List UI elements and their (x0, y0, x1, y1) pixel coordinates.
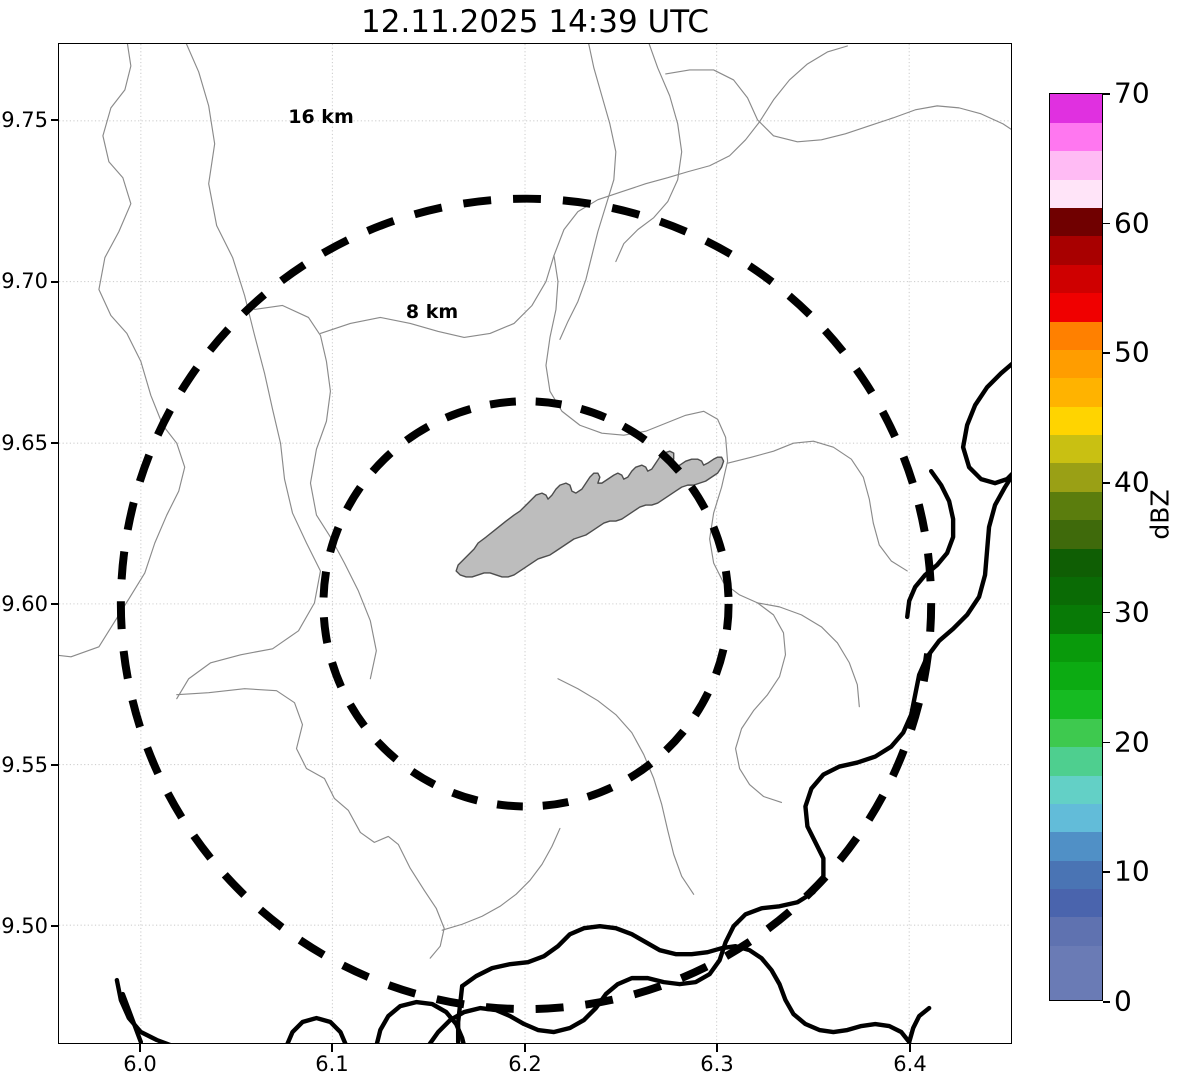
colorbar-band (1050, 434, 1102, 464)
colorbar-tick-mark (1103, 222, 1110, 225)
colorbar-band (1050, 746, 1102, 776)
range-ring-label-16km: 16 km (288, 106, 354, 128)
city-polygon (455, 450, 725, 578)
colorbar-band (1050, 179, 1102, 209)
colorbar-tick-mark (1103, 1001, 1110, 1003)
xtick-6-4: 6.4 (893, 1052, 927, 1076)
colorbar-tick-label: 70 (1114, 76, 1150, 110)
colorbar-tick-label: 10 (1114, 854, 1150, 888)
colorbar-tick-label: 0 (1114, 984, 1132, 1018)
range-ring-16km (116, 194, 936, 1014)
colorbar-band (1050, 718, 1102, 748)
colorbar-band (1050, 916, 1102, 946)
colorbar[interactable] (1049, 93, 1103, 1001)
xtick-6-1: 6.1 (315, 1052, 349, 1076)
ytick-49-50: 49.50 (0, 914, 48, 938)
xtick-6-2: 6.2 (508, 1052, 542, 1076)
colorbar-band (1050, 462, 1102, 492)
ytick-49-65: 49.65 (0, 431, 48, 455)
colorbar-band (1050, 377, 1102, 407)
ytick-49-55: 49.55 (0, 753, 48, 777)
colorbar-band (1050, 576, 1102, 606)
colorbar-band (1050, 406, 1102, 436)
page-title: 12.11.2025 14:39 UTC (361, 4, 709, 40)
colorbar-band (1050, 633, 1102, 663)
colorbar-band (1050, 122, 1102, 152)
range-ring-label-8km: 8 km (405, 301, 459, 323)
colorbar-band (1050, 292, 1102, 322)
xtick-6-3: 6.3 (700, 1052, 734, 1076)
colorbar-band (1050, 888, 1102, 918)
colorbar-axis-label: dBZ (1145, 489, 1175, 540)
colorbar-ticks: 0 10 20 30 40 50 60 70 (1103, 77, 1188, 1018)
colorbar-tick-label: 60 (1114, 206, 1150, 240)
colorbar-band (1050, 860, 1102, 890)
y-axis-tick-labels: 49.50 49.55 49.60 49.65 49.70 49.75 (0, 43, 48, 1044)
map-canvas (59, 44, 1011, 1043)
colorbar-band (1050, 321, 1102, 350)
colorbar-tick-label: 50 (1114, 335, 1150, 369)
colorbar-band (1050, 945, 1102, 975)
colorbar-band (1050, 349, 1102, 379)
ytick-49-60: 49.60 (0, 592, 48, 616)
colorbar-tick-mark (1103, 93, 1110, 95)
colorbar-band (1050, 491, 1102, 521)
colorbar-band (1050, 604, 1102, 634)
national-border (114, 361, 1011, 1043)
colorbar-tick-mark (1103, 352, 1110, 355)
colorbar-tick-mark (1103, 871, 1110, 873)
colorbar-band (1050, 264, 1102, 294)
colorbar-band (1050, 775, 1102, 804)
colorbar-band (1050, 661, 1102, 691)
range-ring-8km (319, 397, 733, 811)
colorbar-band (1050, 689, 1102, 719)
ytick-49-70: 49.70 (0, 269, 48, 293)
admin-boundaries (59, 44, 1011, 959)
colorbar-tick-label: 20 (1114, 725, 1150, 759)
colorbar-tick-label: 40 (1114, 465, 1150, 499)
colorbar-band (1050, 831, 1102, 861)
colorbar-band (1050, 94, 1102, 123)
colorbar-band (1050, 235, 1102, 265)
colorbar-band (1050, 803, 1102, 833)
colorbar-band (1050, 548, 1102, 577)
colorbar-band (1050, 207, 1102, 237)
colorbar-tick-mark (1103, 741, 1110, 744)
colorbar-tick-mark (1103, 611, 1110, 614)
colorbar-band (1050, 973, 1102, 1000)
colorbar-band (1050, 150, 1102, 180)
ytick-49-75: 49.75 (0, 108, 48, 132)
x-axis-tick-labels: 6.0 6.1 6.2 6.3 6.4 (58, 1052, 1012, 1082)
map-plot-area[interactable]: 16 km 8 km (58, 43, 1012, 1044)
colorbar-band (1050, 519, 1102, 549)
xtick-6-0: 6.0 (123, 1052, 157, 1076)
colorbar-tick-mark (1103, 482, 1110, 484)
colorbar-tick-label: 30 (1114, 595, 1150, 629)
